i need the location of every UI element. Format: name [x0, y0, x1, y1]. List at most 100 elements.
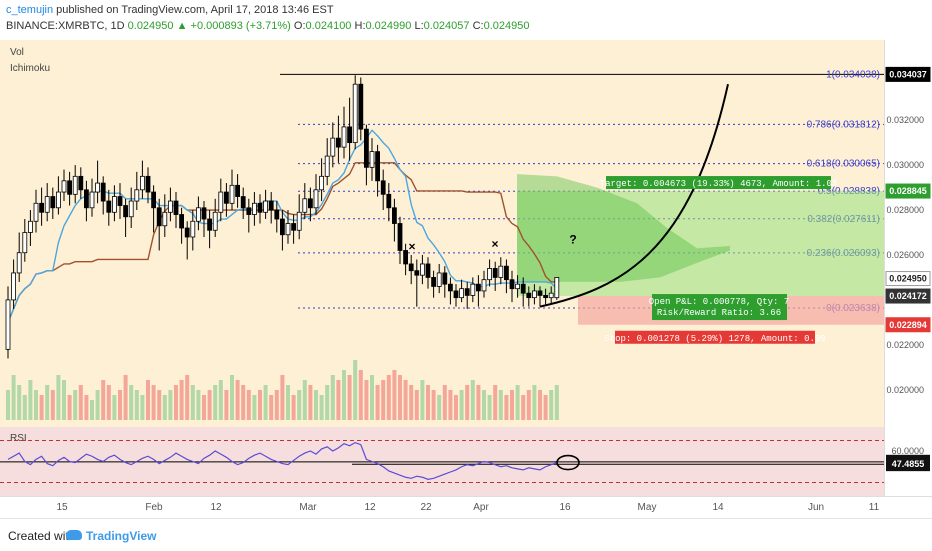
candle-body [470, 283, 476, 296]
volume-bar [246, 390, 251, 420]
candle-body [229, 184, 235, 204]
time-tick: 12 [210, 502, 222, 513]
candle-body [274, 209, 280, 220]
volume-bar [146, 380, 150, 420]
open-label: O: [293, 20, 306, 32]
target-zone [517, 191, 884, 297]
candle-body [425, 263, 431, 278]
volume-bar [319, 395, 324, 420]
volume-bar [420, 380, 425, 420]
publish-info: published on TradingView.com, April 17, … [56, 4, 334, 16]
stop-label-box [615, 330, 815, 344]
price-tick: 0.026000 [886, 250, 924, 260]
chart-header: c_temujin published on TradingView.com, … [0, 0, 932, 40]
target-label: Target: 0.004673 (19.33%) 4673, Amount: … [600, 179, 838, 189]
volume-bar [358, 370, 363, 420]
candle-body [11, 272, 17, 301]
volume-bar [426, 385, 430, 420]
candle-body [190, 220, 196, 238]
price-badge: 0.024950 [889, 274, 927, 284]
candle-body [335, 137, 341, 148]
rsi-badge: 47.4855 [892, 459, 925, 469]
candle-body [554, 277, 560, 299]
volume-bar [465, 385, 470, 420]
volume-bar [258, 390, 262, 420]
chart-annotation: × [491, 237, 498, 251]
candle-body [324, 155, 330, 177]
time-tick: 15 [56, 502, 68, 513]
volume-bar [308, 385, 313, 420]
volume-bar [504, 395, 509, 420]
volume-bar [381, 380, 386, 420]
candle-body [296, 211, 302, 231]
candle-body [481, 279, 487, 292]
volume-bar [493, 385, 498, 420]
volume-bar [487, 395, 492, 420]
volume-bar [84, 395, 89, 420]
candle-body [487, 268, 493, 281]
volume-bar [218, 380, 223, 420]
candle-body [112, 196, 117, 213]
rsi-indicator-label[interactable]: RSI [10, 433, 27, 444]
rsi-line [7, 441, 558, 480]
candle-body [414, 270, 420, 276]
candle-body [397, 223, 403, 251]
ichimoku-indicator-label[interactable]: Ichimoku [10, 63, 51, 74]
candle-body [235, 184, 241, 197]
candle-body [363, 128, 369, 168]
candle-body [503, 265, 509, 281]
candle-body [218, 191, 224, 213]
volume-bar [6, 390, 10, 420]
target-label-box [606, 176, 831, 190]
candle-body [39, 202, 44, 213]
candle-body [403, 250, 409, 265]
ohlc-line: BINANCE:XMRBTC, 1D 0.024950 ▲ +0.000893 … [6, 20, 529, 32]
volume-bar [532, 385, 537, 420]
candle-body [123, 205, 128, 218]
candle-body [291, 223, 297, 231]
candle-body [341, 126, 347, 148]
volume-bar [241, 385, 246, 420]
price-badge-box [885, 317, 931, 333]
volume-bar [95, 390, 100, 420]
symbol-label[interactable]: BINANCE:XMRBTC, 1D [6, 20, 125, 32]
candle-body [431, 277, 437, 287]
volume-bar [409, 385, 414, 420]
pnl-box [652, 294, 787, 321]
candle-body [408, 263, 414, 272]
volume-bar [470, 380, 475, 420]
volume-bar [168, 390, 173, 420]
candle-body [223, 191, 229, 204]
candle-body [442, 272, 448, 285]
price-badge: 0.024172 [889, 291, 927, 301]
high-label: H: [354, 20, 366, 32]
candle-body [179, 214, 185, 229]
candle-body [257, 202, 263, 213]
vol-indicator-label[interactable]: Vol [10, 47, 24, 58]
rsi-tick: 60.0000 [891, 446, 924, 456]
candle-body [352, 83, 358, 144]
low-value: 0.024057 [423, 20, 470, 32]
created-with-text: Created with [8, 529, 76, 543]
candle-body [251, 202, 257, 215]
candle-body [246, 207, 252, 215]
volume-bar [90, 400, 94, 420]
candle-body [145, 175, 151, 193]
candle-body [526, 292, 532, 299]
volume-bar [224, 390, 229, 420]
time-axis[interactable] [0, 496, 932, 517]
tradingview-brand[interactable]: TradingView [86, 529, 157, 543]
candle-body [84, 189, 89, 209]
candle-body [50, 196, 56, 209]
up-arrow-icon: ▲ [176, 20, 188, 32]
chart-annotation: × [408, 239, 415, 253]
open-value: 0.024100 [305, 20, 352, 32]
candle-body [184, 227, 190, 238]
volume-bar [448, 390, 453, 420]
candle-body [44, 196, 50, 213]
author-link[interactable]: c_temujin [6, 4, 54, 16]
candle-body [447, 283, 453, 292]
volume-bar [364, 380, 369, 420]
volume-bar [269, 395, 274, 420]
